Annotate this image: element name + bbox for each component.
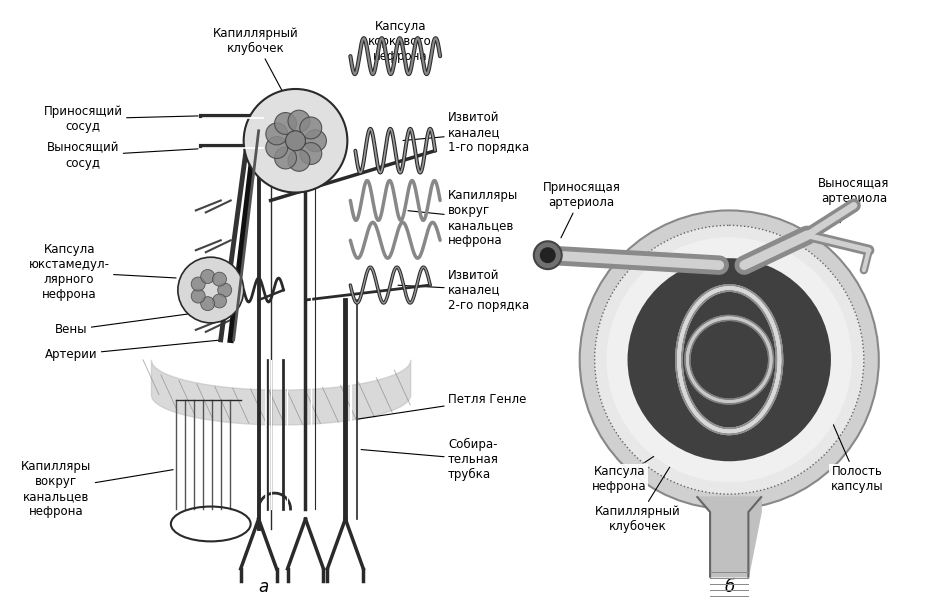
Circle shape [200, 297, 214, 311]
Circle shape [212, 294, 227, 308]
Circle shape [243, 89, 348, 193]
Circle shape [266, 137, 288, 158]
Text: Артерии: Артерии [45, 340, 220, 361]
Text: Капсула
юкстамедул-
лярного
нефрона: Капсула юкстамедул- лярного нефрона [29, 243, 176, 301]
Circle shape [286, 131, 306, 150]
Text: б: б [724, 578, 734, 595]
Text: Капиллярный
клубочек: Капиллярный клубочек [595, 422, 697, 533]
Circle shape [540, 247, 556, 263]
Text: Капсула
коркового
нефрона: Капсула коркового нефрона [368, 20, 432, 66]
Circle shape [534, 241, 562, 269]
Text: Собира-
тельная
трубка: Собира- тельная трубка [361, 438, 499, 481]
Circle shape [288, 149, 310, 172]
Text: Приносящая
артериола: Приносящая артериола [542, 181, 620, 238]
Circle shape [191, 277, 205, 291]
Circle shape [606, 237, 852, 482]
Text: Выносящая
артериола: Выносящая артериола [818, 176, 889, 223]
Circle shape [595, 225, 864, 494]
Circle shape [266, 123, 288, 145]
Text: Извитой
каналец
1-го порядка: Извитой каналец 1-го порядка [403, 111, 529, 154]
Circle shape [200, 270, 214, 284]
Text: Капсула
нефрона: Капсула нефрона [592, 451, 662, 493]
Circle shape [580, 211, 879, 509]
Text: а: а [258, 578, 269, 595]
Polygon shape [697, 497, 761, 577]
Circle shape [274, 147, 296, 169]
Circle shape [288, 110, 310, 132]
Circle shape [300, 117, 321, 139]
Text: Капилляры
вокруг
канальцев
нефрона: Капилляры вокруг канальцев нефрона [408, 190, 518, 247]
Circle shape [212, 272, 227, 286]
Text: Капиллярный
клубочек: Капиллярный клубочек [212, 27, 299, 113]
Circle shape [218, 283, 231, 297]
Circle shape [178, 257, 243, 323]
Text: Вены: Вены [55, 311, 215, 337]
Text: Петля Генле: Петля Генле [358, 393, 526, 419]
Text: Извитой
каналец
2-го порядка: Извитой каналец 2-го порядка [398, 268, 529, 312]
Text: Приносящий
сосуд: Приносящий сосуд [43, 105, 198, 133]
Circle shape [274, 113, 296, 134]
Circle shape [191, 289, 205, 303]
Text: Выносящий
сосуд: Выносящий сосуд [47, 141, 198, 170]
Circle shape [628, 258, 831, 461]
Circle shape [300, 143, 321, 164]
Circle shape [305, 130, 326, 152]
Text: Полость
капсулы: Полость капсулы [830, 417, 884, 493]
Text: Капилляры
вокруг
канальцев
нефрона: Капилляры вокруг канальцев нефрона [21, 460, 173, 518]
